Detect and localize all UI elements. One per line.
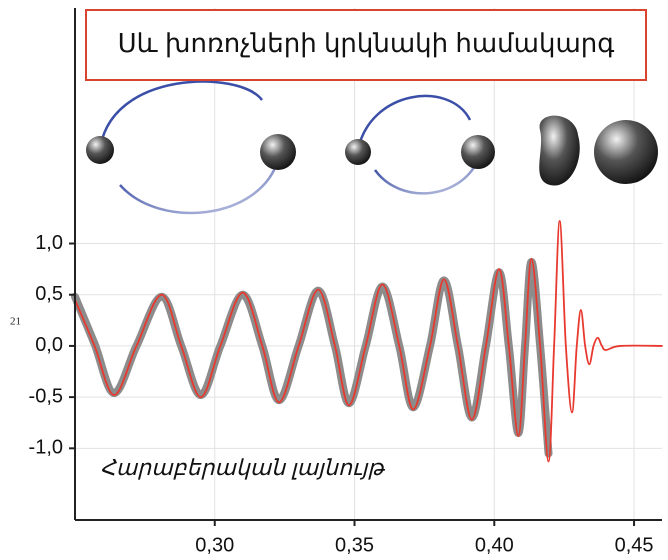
plot-area [71,8,663,520]
chart-title: Սև խոռոչների կրկնակի համակարգ [118,28,615,58]
y-tick-label: -0,5 [29,385,63,407]
orbit [356,94,472,151]
illustration [86,80,658,215]
black-hole [345,139,371,165]
x-tick-label: 0,30 [195,534,234,556]
waveform [74,220,663,463]
waveform [71,257,553,458]
orbit [98,80,264,151]
x-tick-label: 0,40 [475,534,514,556]
black-hole [86,136,114,164]
x-tick-label: 0,45 [615,534,654,556]
black-hole [461,135,495,169]
y-tick-label: 1,0 [35,232,63,254]
final-black-hole [594,120,658,184]
orbit [373,159,480,195]
y-tick-label: 0,5 [35,283,63,305]
y-axis-label: Հարաբերական լայնույթ [100,455,385,480]
merging-black-hole [539,115,580,186]
exponent: 21 [10,316,21,328]
title-box [85,9,647,81]
y-tick-label: 0,0 [35,334,63,356]
x-tick-label: 0,35 [335,534,374,556]
black-hole [260,134,296,170]
y-tick-label: -1,0 [29,437,63,459]
orbit [119,159,280,215]
